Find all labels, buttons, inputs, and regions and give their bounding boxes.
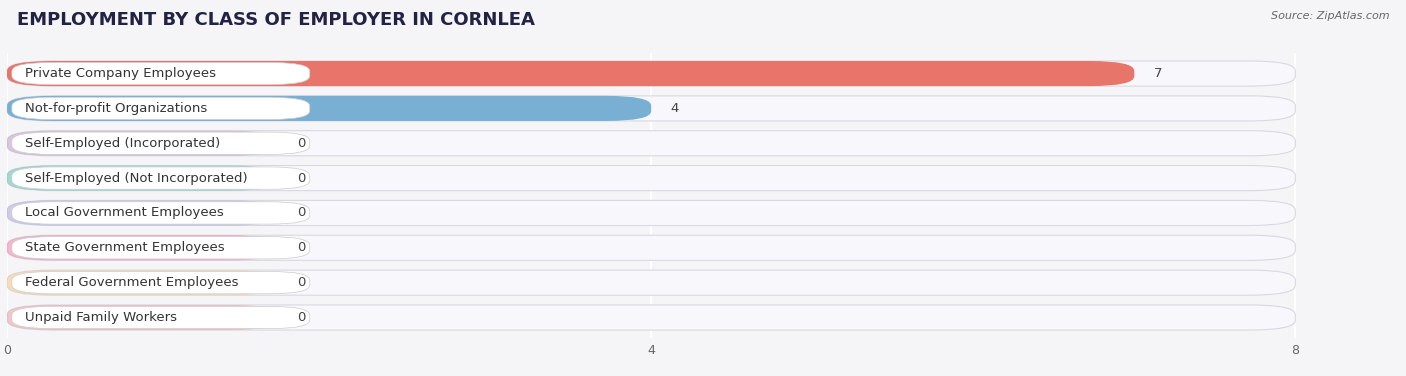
FancyBboxPatch shape: [7, 61, 1295, 86]
FancyBboxPatch shape: [11, 97, 309, 120]
FancyBboxPatch shape: [7, 131, 1295, 156]
Text: Federal Government Employees: Federal Government Employees: [25, 276, 238, 289]
FancyBboxPatch shape: [11, 306, 309, 329]
FancyBboxPatch shape: [11, 167, 309, 189]
Text: 0: 0: [297, 137, 305, 150]
Text: 0: 0: [297, 276, 305, 289]
FancyBboxPatch shape: [7, 96, 1295, 121]
Text: Unpaid Family Workers: Unpaid Family Workers: [25, 311, 177, 324]
Text: EMPLOYMENT BY CLASS OF EMPLOYER IN CORNLEA: EMPLOYMENT BY CLASS OF EMPLOYER IN CORNL…: [17, 11, 534, 29]
FancyBboxPatch shape: [11, 271, 309, 294]
Text: 0: 0: [297, 206, 305, 220]
Text: Self-Employed (Not Incorporated): Self-Employed (Not Incorporated): [25, 171, 247, 185]
Text: 0: 0: [297, 311, 305, 324]
FancyBboxPatch shape: [11, 62, 309, 85]
FancyBboxPatch shape: [7, 61, 1135, 86]
FancyBboxPatch shape: [11, 132, 309, 155]
FancyBboxPatch shape: [7, 200, 277, 226]
Text: Source: ZipAtlas.com: Source: ZipAtlas.com: [1271, 11, 1389, 21]
Text: 0: 0: [297, 171, 305, 185]
Text: Local Government Employees: Local Government Employees: [25, 206, 224, 220]
Text: 0: 0: [297, 241, 305, 254]
FancyBboxPatch shape: [7, 305, 1295, 330]
FancyBboxPatch shape: [7, 270, 277, 295]
FancyBboxPatch shape: [7, 96, 651, 121]
FancyBboxPatch shape: [11, 202, 309, 224]
FancyBboxPatch shape: [7, 200, 1295, 226]
FancyBboxPatch shape: [7, 235, 277, 260]
FancyBboxPatch shape: [7, 270, 1295, 295]
FancyBboxPatch shape: [7, 131, 277, 156]
FancyBboxPatch shape: [7, 235, 1295, 260]
Text: Not-for-profit Organizations: Not-for-profit Organizations: [25, 102, 207, 115]
Text: 4: 4: [671, 102, 679, 115]
FancyBboxPatch shape: [7, 305, 277, 330]
Text: Private Company Employees: Private Company Employees: [25, 67, 215, 80]
Text: Self-Employed (Incorporated): Self-Employed (Incorporated): [25, 137, 219, 150]
FancyBboxPatch shape: [11, 237, 309, 259]
Text: State Government Employees: State Government Employees: [25, 241, 225, 254]
FancyBboxPatch shape: [7, 165, 1295, 191]
FancyBboxPatch shape: [7, 165, 277, 191]
Text: 7: 7: [1153, 67, 1163, 80]
